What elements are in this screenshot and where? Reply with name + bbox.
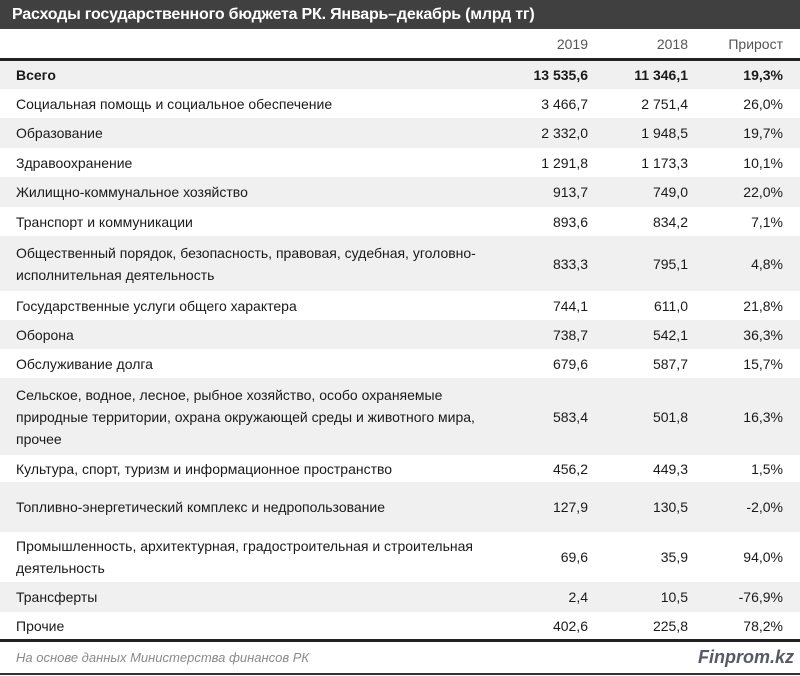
row-label: Образование <box>16 125 103 141</box>
table-row: Промышленность, архитектурная, градостро… <box>0 532 800 582</box>
value-2019: 679,6 <box>552 355 588 372</box>
table-row: Топливно-энергетический комплекс и недро… <box>0 482 800 532</box>
value-growth: -76,9% <box>738 589 783 605</box>
table-row: Культура, спорт, туризм и информационное… <box>0 455 800 482</box>
value-growth: 36,3% <box>743 326 783 343</box>
value-2018: 834,2 <box>652 213 688 230</box>
value-2018: 501,8 <box>652 408 688 425</box>
value-2019: 1 291,8 <box>541 154 588 171</box>
value-2019: 402,6 <box>552 617 588 634</box>
value-2018: 449,3 <box>652 460 688 477</box>
row-label: Культура, спорт, туризм и информационное… <box>16 460 393 477</box>
value-growth: 19,3% <box>743 67 783 83</box>
value-2018: 10,5 <box>660 589 688 605</box>
column-header-2019: 2019 <box>556 36 588 52</box>
value-2019: 744,1 <box>552 297 588 314</box>
source-note: На основе данных Министерства финансов Р… <box>16 650 310 665</box>
table-row: Трансферты 2,4 10,5 -76,9% <box>0 582 800 612</box>
value-2018: 542,1 <box>652 326 688 343</box>
value-growth: 78,2% <box>743 617 783 634</box>
value-2018: 11 346,1 <box>634 67 688 83</box>
value-2018: 611,0 <box>654 297 688 314</box>
value-2018: 795,1 <box>652 255 688 272</box>
value-2018: 225,8 <box>652 617 688 634</box>
row-label: Сельское, водное, лесное, рыбное хозяйст… <box>16 386 475 447</box>
value-2019: 893,6 <box>552 213 588 230</box>
footer: На основе данных Министерства финансов Р… <box>0 642 800 674</box>
value-2018: 1 948,5 <box>641 125 688 141</box>
value-growth: 7,1% <box>751 213 783 230</box>
value-2019: 738,7 <box>552 326 588 343</box>
value-growth: 21,8% <box>743 297 783 314</box>
value-2019: 583,4 <box>552 408 588 425</box>
footer-bottom-divider <box>0 673 800 675</box>
row-label: Оборона <box>16 326 74 343</box>
table-row: Образование 2 332,0 1 948,5 19,7% <box>0 118 800 148</box>
value-2018: 1 173,3 <box>641 154 688 171</box>
value-2018: 35,9 <box>660 549 688 565</box>
table-row: Жилищно-коммунальное хозяйство 913,7 749,0… <box>0 177 800 207</box>
value-growth: 10,1% <box>743 154 783 171</box>
table-row: Прочие 402,6 225,8 78,2% <box>0 612 800 639</box>
table-row: Социальная помощь и социальное обеспечен… <box>0 89 800 118</box>
row-label: Прочие <box>16 617 65 634</box>
table-body: Всего 13 535,6 11 346,1 19,3% Социальная пом… <box>0 61 800 639</box>
row-label: Жилищно-коммунальное хозяйство <box>16 184 248 200</box>
value-2018: 2 751,4 <box>641 95 688 112</box>
table-row: Здравоохранение 1 291,8 1 173,3 10,1% <box>0 148 800 177</box>
row-label: Всего <box>16 67 56 83</box>
table-row: Общественный порядок, безопасность, прав… <box>0 236 800 291</box>
value-2018: 130,5 <box>652 499 688 515</box>
value-2019: 913,7 <box>552 184 588 200</box>
brand-logo: Finprom.kz <box>697 647 794 667</box>
value-2019: 456,2 <box>552 460 588 477</box>
value-growth: 1,5% <box>751 460 783 477</box>
row-label: Транспорт и коммуникации <box>16 213 193 230</box>
value-growth: 15,7% <box>743 355 783 372</box>
value-growth: -2,0% <box>746 499 783 515</box>
value-growth: 94,0% <box>743 549 783 565</box>
table-title: Расходы государственного бюджета РК. Янв… <box>0 0 800 29</box>
row-label: Промышленность, архитектурная, градостро… <box>16 538 473 576</box>
value-growth: 16,3% <box>743 408 783 425</box>
value-2019: 13 535,6 <box>533 67 589 83</box>
value-2019: 833,3 <box>552 255 588 272</box>
row-label: Обслуживание долга <box>16 355 153 372</box>
table-row-total: Всего 13 535,6 11 346,1 19,3% <box>0 61 800 89</box>
column-header-2018: 2018 <box>656 36 688 52</box>
table-row: Транспорт и коммуникации 893,6 834,2 7,1% <box>0 207 800 236</box>
table-row: Оборона 738,7 542,1 36,3% <box>0 320 800 349</box>
value-growth: 26,0% <box>743 95 783 112</box>
table-row: Сельское, водное, лесное, рыбное хозяйст… <box>0 378 800 455</box>
table-row: Государственные услуги общего характера 7… <box>0 291 800 320</box>
value-2019: 3 466,7 <box>541 95 588 112</box>
value-2019: 2,4 <box>568 589 588 605</box>
value-2019: 2 332,0 <box>541 125 588 141</box>
column-header-growth: Прирост <box>728 36 783 52</box>
row-label: Государственные услуги общего характера <box>16 297 297 314</box>
value-growth: 4,8% <box>751 255 783 272</box>
column-header-row: 2019 2018 Прирост <box>0 29 800 58</box>
value-2019: 69,6 <box>560 549 588 565</box>
row-label: Общественный порядок, безопасность, прав… <box>16 244 476 283</box>
value-growth: 19,7% <box>743 125 783 141</box>
row-label: Социальная помощь и социальное обеспечен… <box>16 95 333 112</box>
header-divider <box>0 58 800 61</box>
value-2018: 749,0 <box>652 184 688 200</box>
row-label: Топливно-энергетический комплекс и недро… <box>16 499 386 515</box>
value-2019: 127,9 <box>552 499 588 515</box>
value-2018: 587,7 <box>652 355 688 372</box>
table-bottom-divider <box>0 639 800 642</box>
table-row: Обслуживание долга 679,6 587,7 15,7% <box>0 349 800 378</box>
value-growth: 22,0% <box>743 184 783 200</box>
row-label: Здравоохранение <box>16 154 133 171</box>
row-label: Трансферты <box>16 589 98 605</box>
